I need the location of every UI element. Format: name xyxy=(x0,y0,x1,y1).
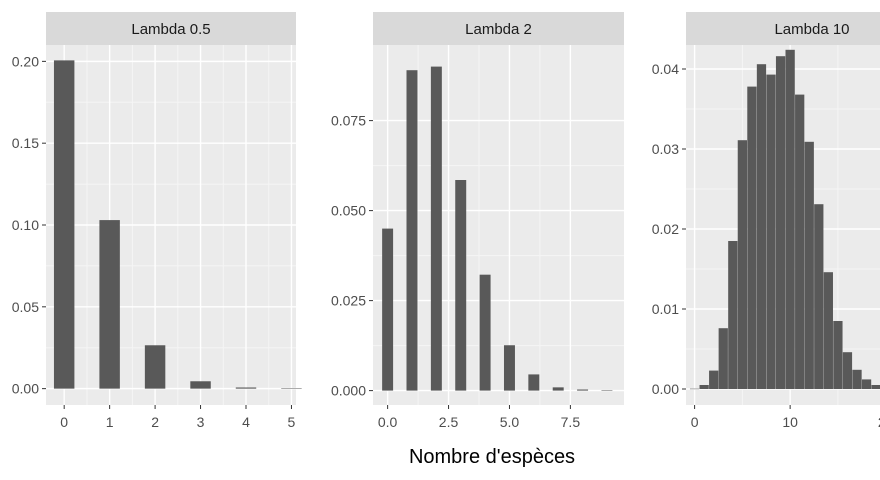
x-tick-label: 7.5 xyxy=(561,414,581,430)
x-tick-label: 20 xyxy=(878,414,880,430)
x-tick-label: 1 xyxy=(106,414,114,430)
bar xyxy=(235,387,257,389)
bar xyxy=(737,140,747,389)
y-tick-label: 0.025 xyxy=(331,293,366,309)
bar xyxy=(601,390,613,391)
bar xyxy=(430,66,442,391)
x-tick-label: 5.0 xyxy=(500,414,520,430)
x-tick-label: 3 xyxy=(197,414,205,430)
bar xyxy=(689,388,700,390)
bar xyxy=(144,345,166,389)
bar xyxy=(842,352,853,389)
x-tick-label: 2 xyxy=(151,414,159,430)
y-tick-label: 0.20 xyxy=(12,53,39,69)
bar xyxy=(190,381,211,389)
bar xyxy=(699,385,709,389)
facet-panel-2: Lambda 2 0.000 0.025 0.050 0.075 0.0 2.5 5.0 7.5 xyxy=(331,12,624,430)
facet-strip xyxy=(373,12,624,45)
bar xyxy=(577,389,589,391)
bar xyxy=(871,385,880,389)
bar xyxy=(709,370,719,389)
bar xyxy=(406,70,418,391)
y-tick-label: 0.000 xyxy=(331,383,366,399)
bar xyxy=(503,345,515,391)
facet-panel-1: Lambda 0.5 0.00 0.05 0.10 0.15 0.20 0 1 2 3 4 5 xyxy=(12,12,302,430)
y-tick-label: 0.02 xyxy=(652,221,679,237)
bar xyxy=(852,369,862,389)
bar xyxy=(99,220,120,389)
x-tick-label: 0 xyxy=(60,414,68,430)
x-tick-label: 0.0 xyxy=(378,414,398,430)
bar xyxy=(804,141,814,389)
facet-strip xyxy=(686,12,880,45)
facet-strip-title: Lambda 10 xyxy=(774,21,849,38)
bar xyxy=(833,321,843,389)
x-tick-label: 0 xyxy=(691,414,699,430)
x-tick-label: 10 xyxy=(782,414,798,430)
facet-strip xyxy=(46,12,296,45)
bar xyxy=(728,241,738,389)
x-tick-label: 2.5 xyxy=(439,414,459,430)
bar xyxy=(528,374,540,391)
bar xyxy=(53,60,75,389)
bar xyxy=(766,74,776,389)
bar xyxy=(756,64,767,389)
bar xyxy=(795,94,805,389)
bar xyxy=(718,328,728,389)
bar xyxy=(775,56,786,389)
bar xyxy=(455,180,467,391)
bar xyxy=(747,86,757,389)
x-tick-label: 4 xyxy=(242,414,250,430)
y-tick-label: 0.15 xyxy=(12,135,39,151)
y-tick-label: 0.03 xyxy=(652,141,679,157)
y-tick-label: 0.075 xyxy=(331,113,366,129)
y-tick-label: 0.01 xyxy=(652,301,679,317)
y-tick-label: 0.04 xyxy=(652,61,679,77)
bar xyxy=(281,388,302,389)
y-tick-label: 0.00 xyxy=(652,381,679,397)
facet-strip-title: Lambda 0.5 xyxy=(131,21,210,38)
facet-panel-3: Lambda 10 0.00 0.01 0.02 0.03 0.04 0 10 20 xyxy=(652,12,880,430)
y-tick-label: 0.05 xyxy=(12,299,39,315)
bar xyxy=(382,228,394,391)
x-axis-title: Nombre d'espèces xyxy=(409,446,575,468)
bar xyxy=(552,387,564,391)
y-tick-label: 0.00 xyxy=(12,381,39,397)
y-tick-label: 0.050 xyxy=(331,203,366,219)
bar xyxy=(814,204,824,389)
bar xyxy=(785,49,795,390)
bar xyxy=(479,274,491,391)
facet-strip-title: Lambda 2 xyxy=(465,21,532,38)
x-tick-label: 5 xyxy=(288,414,296,430)
bar xyxy=(861,379,872,389)
bar xyxy=(823,272,833,389)
y-tick-label: 0.10 xyxy=(12,217,39,233)
